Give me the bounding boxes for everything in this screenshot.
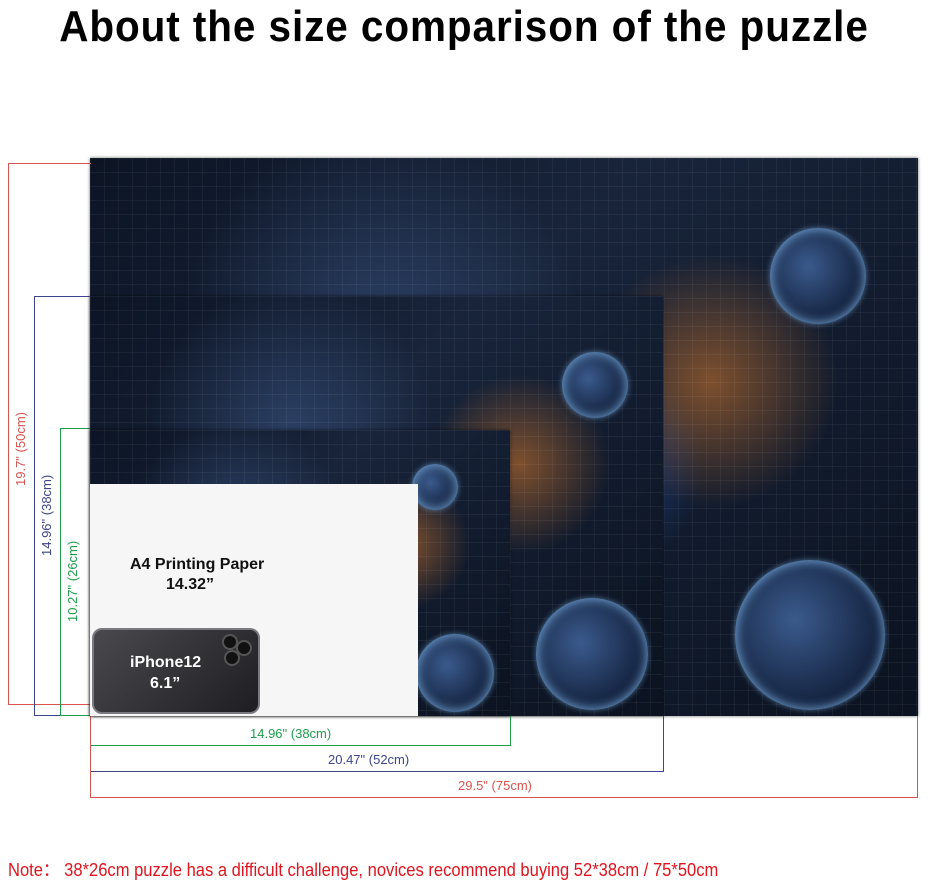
large-width-line — [90, 716, 918, 798]
page-title: About the size comparison of the puzzle — [59, 2, 869, 51]
note-text: Note： 38*26cm puzzle has a difficult cha… — [8, 860, 719, 880]
small-height-label: 10.27" (26cm) — [65, 540, 80, 622]
large-height-label: 19.7" (50cm) — [13, 412, 28, 486]
iphone-label: iPhone12 6.1” — [130, 654, 202, 692]
small-height-line — [60, 428, 91, 716]
medium-width-label: 20.47" (52cm) — [328, 752, 410, 767]
camera-icon — [236, 640, 252, 656]
large-height-line — [8, 163, 91, 705]
medium-height-label: 14.96" (38cm) — [39, 474, 54, 556]
small-width-label: 14.96" (38cm) — [250, 726, 332, 741]
large-width-label: 29.5" (75cm) — [458, 778, 532, 793]
camera-icon — [224, 650, 240, 666]
a4-paper-label: A4 Printing Paper 14.32” — [130, 556, 265, 593]
iphone — [92, 628, 260, 714]
